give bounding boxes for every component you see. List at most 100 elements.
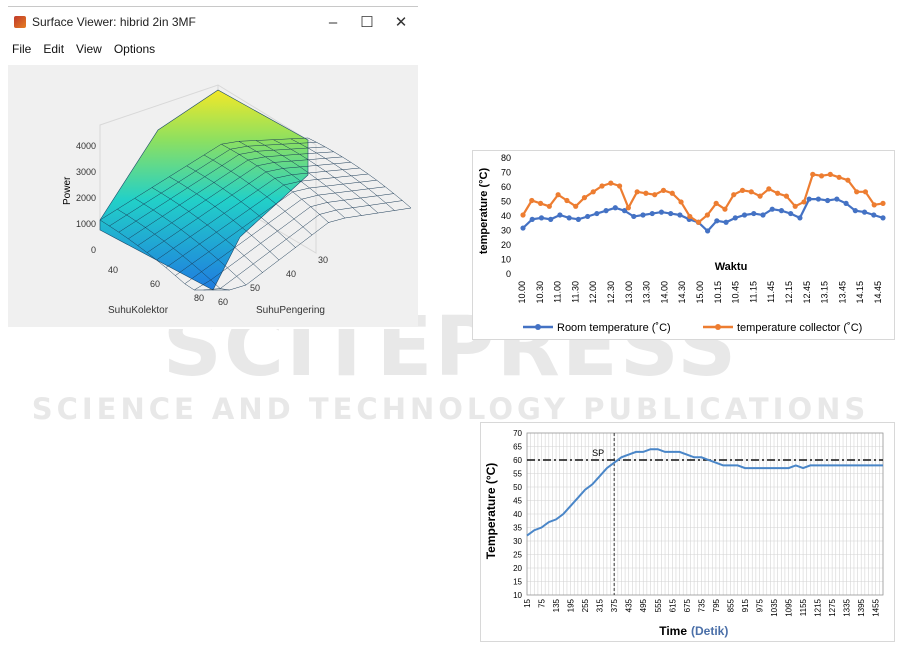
chart2-xtick: 435: [625, 598, 634, 612]
surface-xlabel: SuhuKolektor: [108, 305, 169, 316]
surface-ytick: 50: [250, 283, 260, 293]
chart1-ytick: 20: [501, 240, 511, 250]
chart2-xtick: 555: [654, 598, 663, 612]
chart1-point: [649, 210, 655, 217]
chart1-point: [778, 208, 785, 214]
chart1-point: [783, 193, 790, 199]
maximize-button[interactable]: ☐: [360, 14, 374, 31]
surface-xtick: 80: [194, 293, 204, 303]
chart1-point: [529, 216, 535, 222]
chart2-xtick: 735: [697, 598, 706, 612]
chart1-xtick: 11.45: [766, 281, 776, 303]
chart1-point: [834, 196, 840, 202]
chart1-xtick: 14.30: [677, 281, 687, 304]
chart1-point: [612, 205, 618, 211]
chart1-point: [713, 200, 719, 206]
chart1-point: [520, 225, 526, 231]
chart1-point: [616, 183, 623, 189]
chart1-point: [766, 186, 772, 192]
chart1-point: [564, 197, 570, 204]
menu-edit[interactable]: Edit: [43, 42, 65, 56]
chart1-point: [731, 192, 737, 198]
surface-ztick: 1000: [76, 219, 96, 229]
chart2-xtick: 495: [639, 598, 648, 612]
chart1-point: [797, 215, 803, 221]
chart1-xtick: 10.45: [731, 281, 741, 304]
chart2-xtick: 1215: [814, 598, 823, 616]
surface-plot: Power 0 1000 2000 3000 4000 40 60 80 60 …: [62, 84, 412, 316]
chart1-point: [608, 180, 614, 186]
chart1-point: [555, 192, 561, 198]
chart1-xtick: 11.30: [570, 281, 580, 303]
chart2-xtick: 1155: [799, 598, 808, 616]
chart1-point: [862, 189, 869, 195]
menu-file[interactable]: File: [12, 42, 32, 56]
setpoint-label: SP: [592, 448, 604, 458]
chart2-xtick: 975: [755, 598, 764, 612]
chart2-xtick: 1095: [785, 598, 794, 616]
chart2-ytick: 55: [513, 470, 522, 479]
chart2-xtick: 855: [726, 598, 735, 612]
chart1-point: [801, 199, 807, 205]
surface-plot-area[interactable]: Power 0 1000 2000 3000 4000 40 60 80 60 …: [8, 65, 418, 327]
chart1-point: [871, 212, 877, 218]
chart2-xtick: 135: [552, 598, 561, 612]
chart1-point: [818, 173, 825, 179]
chart1-point: [581, 195, 588, 201]
surface-ytick: 30: [318, 255, 328, 265]
chart2-ytick: 30: [513, 537, 522, 546]
chart2-ytick: 20: [513, 564, 522, 573]
chart1-point: [792, 203, 798, 209]
chart1-ylabel: temperature (°C): [478, 168, 490, 255]
close-button[interactable]: ✕: [394, 14, 408, 31]
chart1-point: [585, 213, 591, 220]
chart1-point: [769, 206, 775, 212]
matlab-app-icon: [14, 16, 26, 28]
chart1-point: [625, 205, 631, 211]
chart1-ytick: 10: [501, 255, 511, 265]
temperature-line-chart: temperature (°C) Waktu 0 10 20 30 40 50 60 70 80…: [478, 153, 886, 334]
chart2-ytick: 50: [513, 483, 522, 492]
chart1-point: [631, 213, 637, 220]
chart2-series-line: [526, 448, 883, 537]
chart1-point: [658, 209, 665, 215]
title-bar: Surface Viewer: hibrid 2in 3MF – ☐ ✕: [8, 7, 418, 37]
chart1-point: [696, 219, 702, 225]
chart1-point: [529, 197, 535, 204]
chart1-point: [548, 216, 554, 222]
chart1-legend: Room temperature (˚C) temperature collec…: [523, 322, 862, 334]
chart2-xtick: 1335: [843, 598, 852, 616]
chart1-ytick: 0: [506, 269, 511, 279]
chart2-xtick: 195: [567, 598, 576, 612]
chart1-point: [678, 199, 684, 205]
chart1-xtick: 15.00: [695, 281, 705, 304]
legend-temperature-collector: temperature collector (˚C): [737, 322, 862, 334]
chart1-xtick: 11.15: [748, 281, 758, 303]
chart1-point: [640, 212, 646, 218]
surface-mesh: [99, 89, 309, 291]
chart1-point: [880, 215, 886, 221]
chart2-xtick: 75: [538, 598, 547, 607]
surface-ztick: 3000: [76, 167, 96, 177]
surface-ytick: 60: [218, 297, 228, 307]
chart2-ytick: 65: [513, 443, 522, 452]
setpoint-response-figure: Temperature (°C) Time (Detik) 10 15 20 25 30…: [480, 422, 895, 642]
chart1-point: [573, 203, 579, 209]
chart1-point: [748, 189, 754, 195]
chart2-plot-frame: [526, 432, 884, 596]
chart1-xtick: 13.15: [820, 281, 830, 304]
chart1-xtick: 12.00: [588, 281, 598, 304]
chart2-ytick: 45: [513, 497, 522, 506]
chart1-xtick: 13.00: [624, 281, 634, 304]
chart1-ytick: 30: [501, 226, 511, 236]
chart1-point: [566, 215, 572, 221]
menu-view[interactable]: View: [76, 42, 102, 56]
menu-options[interactable]: Options: [113, 42, 156, 56]
surface-ytick: 40: [286, 269, 296, 279]
chart1-xtick: 12.15: [784, 281, 794, 304]
minimize-button[interactable]: –: [328, 13, 338, 31]
chart1-xtick: 14.45: [873, 281, 883, 304]
chart2-xtick: 375: [610, 598, 619, 612]
chart1-point: [722, 206, 728, 212]
chart1-series-line: [522, 197, 884, 233]
